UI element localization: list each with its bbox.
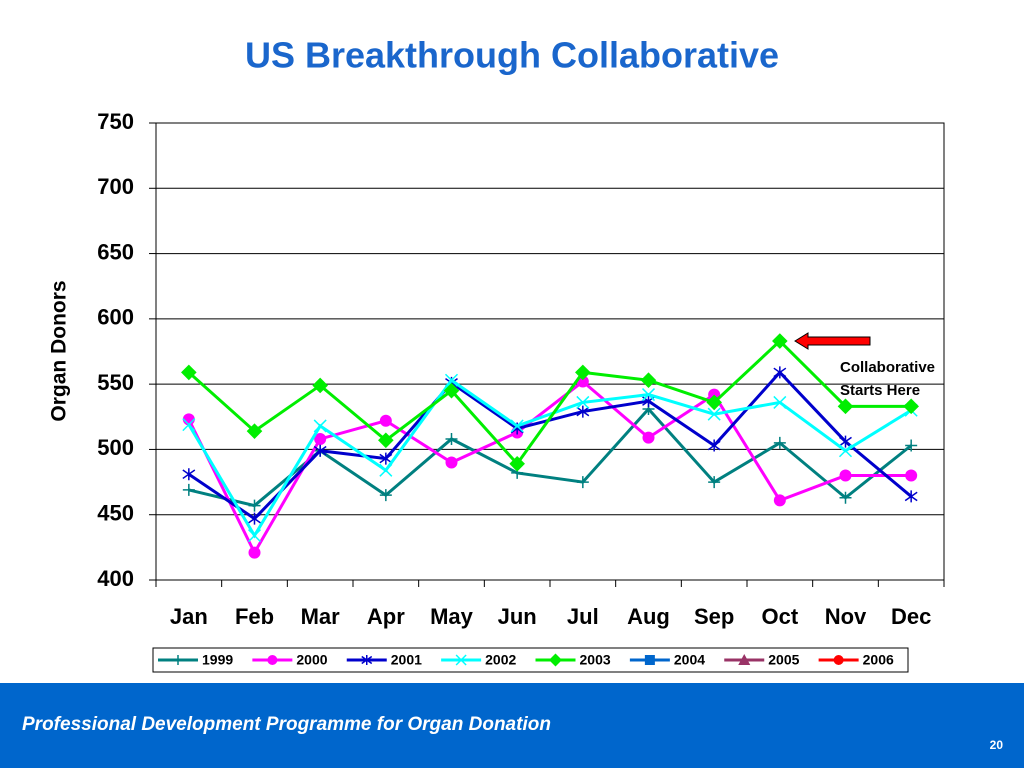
y-tick-label: 450 [97,501,134,526]
marker [247,529,262,543]
marker [773,366,787,379]
marker [576,405,590,418]
series-line [187,378,912,539]
x-tick-label: Jul [567,604,599,629]
marker [267,655,278,665]
marker [248,512,261,525]
marker [640,372,657,389]
arrow [794,332,871,350]
marker [248,499,261,512]
marker [549,653,562,667]
marker [510,419,524,433]
marker [707,407,721,421]
marker [443,382,460,399]
marker [444,373,459,387]
x-tick-label: May [430,604,474,629]
marker [361,655,373,665]
marker [312,377,328,394]
marker [181,364,197,381]
marker [772,333,788,349]
marker [182,468,196,481]
marker [642,431,655,444]
marker [378,432,394,449]
marker [644,655,655,665]
y-tick-label: 600 [97,305,134,330]
x-tick-label: Oct [761,604,798,629]
marker [708,476,721,489]
marker [445,456,458,469]
legend-label: 1999 [202,652,233,668]
legend-label: 2003 [580,652,611,668]
annotation: Collaborative [840,359,935,376]
marker [839,435,852,448]
marker [182,418,196,432]
series-line [187,338,912,467]
marker [837,398,854,415]
marker [839,491,852,504]
x-tick-label: Feb [235,604,274,629]
marker [773,494,786,507]
y-tick-label: 550 [97,370,134,395]
chart-title: US Breakthrough Collaborative [245,35,779,76]
marker [738,654,751,665]
marker [903,398,919,415]
marker [313,419,327,433]
y-tick-label: 400 [97,566,134,591]
marker [905,469,918,482]
marker [182,483,195,496]
marker [904,490,918,503]
legend-label: 2006 [863,652,894,668]
y-tick-label: 750 [97,109,134,134]
y-axis-label: Organ Donors [48,280,71,421]
annotation: Starts Here [840,382,920,399]
x-tick-label: Dec [891,604,931,629]
x-tick-label: Sep [694,604,734,629]
marker [173,655,183,665]
marker [838,444,853,458]
x-tick-label: Jan [170,604,208,629]
marker [905,439,918,452]
y-tick-label: 700 [97,174,134,199]
marker [455,654,467,666]
marker [576,476,589,489]
marker [445,432,458,445]
y-tick-label: 500 [97,435,134,460]
marker [379,414,392,427]
legend-label: 2001 [391,652,422,668]
legend-label: 2005 [768,652,799,668]
marker [773,395,787,409]
footer-band [0,683,1024,768]
legend-label: 2004 [674,652,705,668]
marker [839,469,852,482]
marker [833,655,844,665]
page-number: 20 [990,738,1004,752]
marker [641,388,656,402]
x-tick-label: Apr [367,604,405,629]
marker [248,546,261,559]
series-line [187,379,912,556]
marker [509,455,525,472]
y-tick-label: 650 [97,239,134,264]
legend-label: 2000 [296,652,327,668]
marker [314,432,327,445]
x-tick-label: Mar [301,604,341,629]
marker [246,423,263,439]
marker [313,444,327,457]
x-tick-label: Aug [627,604,670,629]
legend-label: 2002 [485,652,516,668]
marker [576,395,590,409]
marker [773,436,786,449]
footer-text: Professional Development Programme for O… [22,714,551,735]
x-tick-label: Jun [498,604,537,629]
marker [379,463,393,477]
marker [379,452,393,465]
marker [575,364,591,381]
marker [707,439,721,452]
x-tick-label: Nov [825,604,867,629]
marker [706,394,722,411]
marker [379,489,392,502]
